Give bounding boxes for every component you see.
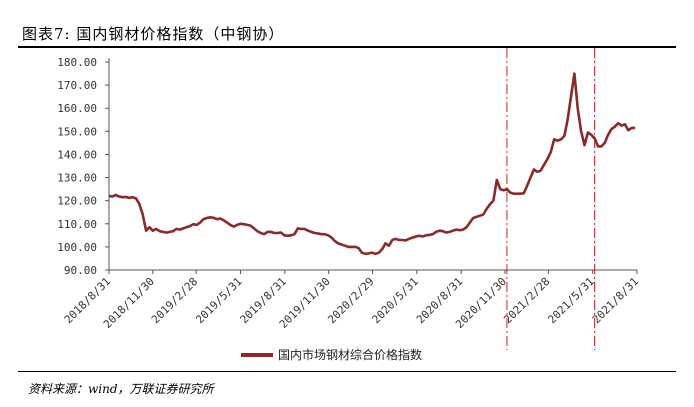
x-tick: 2021/5/31 bbox=[545, 270, 597, 326]
y-tick: 100.00 bbox=[57, 241, 109, 254]
x-tick: 2021/2/28 bbox=[501, 270, 552, 326]
y-tick-label: 160.00 bbox=[57, 102, 97, 115]
y-tick: 130.00 bbox=[57, 172, 109, 185]
x-tick: 2019/5/31 bbox=[193, 270, 245, 326]
x-tick: 2018/11/30 bbox=[101, 270, 157, 331]
y-tick-label: 120.00 bbox=[57, 195, 97, 208]
x-tick-label: 2021/2/28 bbox=[501, 275, 552, 326]
chart-title: 图表7: 国内钢材价格指数（中钢协） bbox=[22, 25, 285, 43]
x-tick-label: 2021/5/31 bbox=[545, 275, 596, 326]
y-tick-label: 150.00 bbox=[57, 125, 97, 138]
y-tick: 160.00 bbox=[57, 102, 109, 115]
y-tick: 180.00 bbox=[57, 56, 109, 69]
x-tick-label: 2020/5/31 bbox=[370, 275, 421, 326]
x-tick-label: 2021/8/31 bbox=[590, 275, 641, 326]
y-tick-label: 110.00 bbox=[57, 218, 97, 231]
legend: 国内市场钢材综合价格指数 bbox=[241, 347, 422, 362]
x-tick: 2020/2/29 bbox=[325, 270, 377, 326]
title-rule bbox=[18, 46, 676, 48]
x-tick-label: 2019/2/28 bbox=[149, 275, 200, 326]
y-tick: 170.00 bbox=[57, 79, 109, 92]
series-line bbox=[108, 72, 636, 256]
series-group bbox=[108, 72, 636, 256]
x-axis: 2018/8/312018/11/302019/2/282019/5/31201… bbox=[62, 269, 641, 331]
reference-lines bbox=[506, 48, 596, 350]
source-note: 资料来源：wind，万联证券研究所 bbox=[28, 382, 214, 396]
x-tick: 2019/2/28 bbox=[149, 270, 200, 326]
y-tick-label: 180.00 bbox=[57, 56, 97, 69]
y-tick-label: 170.00 bbox=[57, 79, 97, 92]
x-tick-label: 2020/2/29 bbox=[325, 275, 376, 326]
y-tick-label: 140.00 bbox=[57, 148, 97, 161]
x-tick: 2019/11/30 bbox=[277, 270, 333, 331]
y-tick-label: 100.00 bbox=[57, 241, 97, 254]
y-tick-label: 130.00 bbox=[57, 172, 97, 185]
title-bar: 图表7: 国内钢材价格指数（中钢协） bbox=[18, 18, 676, 46]
footer-rule bbox=[18, 371, 676, 372]
x-tick-label: 2019/5/31 bbox=[193, 275, 244, 326]
x-tick: 2020/11/30 bbox=[453, 270, 509, 331]
y-tick: 140.00 bbox=[57, 148, 109, 161]
y-axis: 90.00 100.00 110.00 120.00 130.00 140.00 150.0… bbox=[57, 56, 110, 277]
y-tick: 150.00 bbox=[57, 125, 109, 138]
x-tick: 2021/8/31 bbox=[590, 270, 641, 326]
legend-label: 国内市场钢材综合价格指数 bbox=[278, 347, 422, 362]
x-tick: 2020/5/31 bbox=[370, 270, 421, 326]
y-tick: 120.00 bbox=[57, 195, 109, 208]
y-tick-label: 90.00 bbox=[64, 264, 97, 277]
y-tick: 110.00 bbox=[57, 218, 109, 231]
y-tick: 90.00 bbox=[64, 264, 109, 277]
